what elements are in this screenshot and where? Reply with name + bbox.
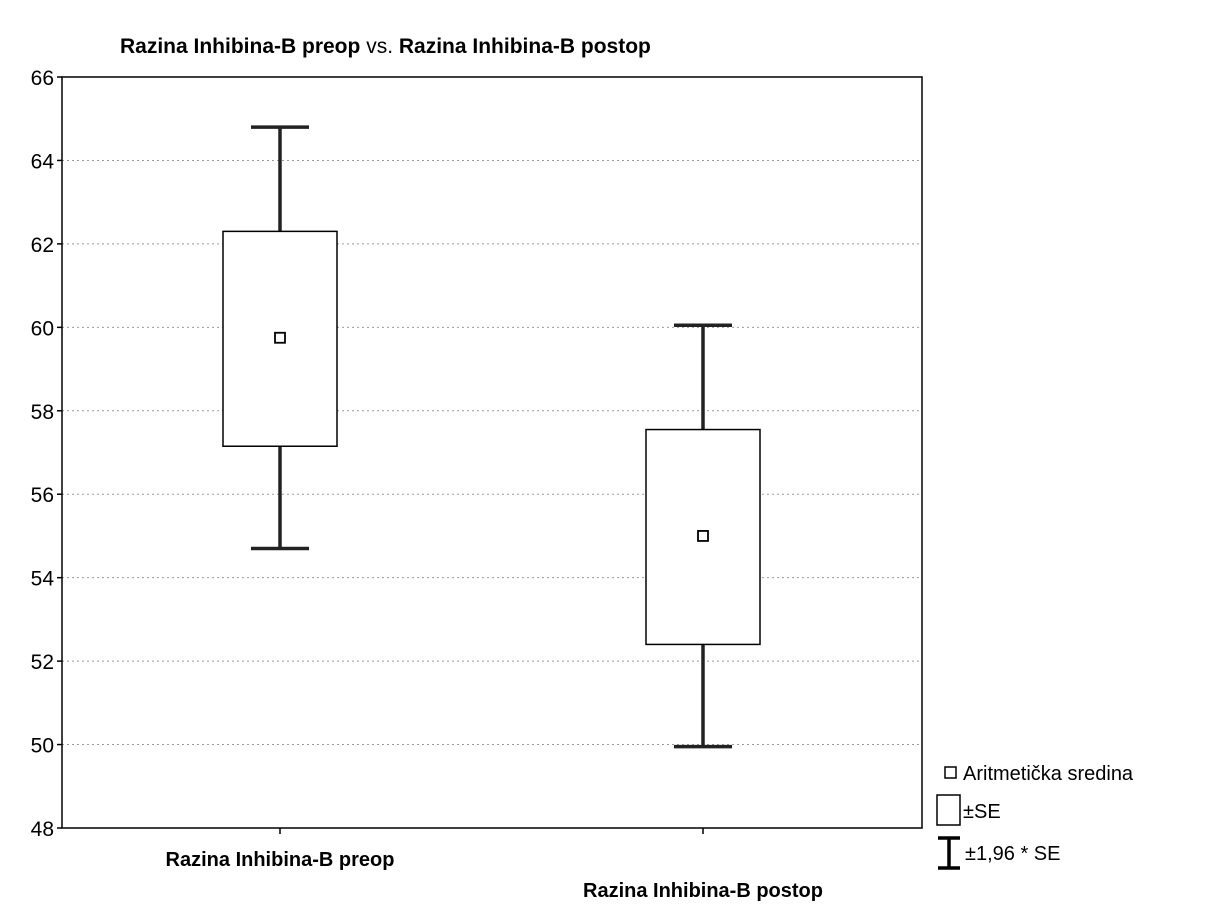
legend-se-icon <box>936 794 961 826</box>
y-tick-label: 48 <box>31 818 54 841</box>
y-tick-label: 64 <box>31 150 55 173</box>
box-preop <box>222 125 338 551</box>
title-connector: vs. <box>366 35 393 58</box>
y-tick-label: 62 <box>31 234 54 257</box>
y-tick-label: 66 <box>31 67 54 90</box>
y-axis: 48 50 52 54 56 58 60 62 64 66 <box>31 67 62 841</box>
x-axis: Razina Inhibina-B preop Razina Inhibina-B… <box>166 828 823 902</box>
legend-ci-label: ±1,96 * SE <box>965 843 1060 865</box>
plot-frame <box>61 76 923 829</box>
plot-area <box>222 125 761 749</box>
y-tick-label: 52 <box>31 651 54 674</box>
box-postop <box>645 323 761 749</box>
grid <box>62 159 922 746</box>
y-tick-label: 58 <box>31 401 54 424</box>
legend: Aritmetička sredina ±SE ±1,96 * SE <box>936 763 1134 870</box>
mean-marker <box>274 331 286 344</box>
y-tick-label: 50 <box>31 735 54 758</box>
legend-mean-icon <box>944 766 957 779</box>
chart-title: Razina Inhibina-B preop vs. Razina Inhib… <box>120 35 651 58</box>
x-category-label: Razina Inhibina-B postop <box>583 880 823 902</box>
legend-ci-icon <box>938 836 960 870</box>
title-part1: Razina Inhibina-B preop <box>120 35 360 58</box>
title-part2: Razina Inhibina-B postop <box>399 35 651 58</box>
y-tick-label: 56 <box>31 484 54 507</box>
y-tick-label: 54 <box>31 568 55 591</box>
x-category-label: Razina Inhibina-B preop <box>166 849 395 871</box>
y-tick-label: 60 <box>31 317 54 340</box>
legend-se-label: ±SE <box>963 801 1001 823</box>
legend-mean-label: Aritmetička sredina <box>963 763 1134 785</box>
mean-marker <box>697 530 709 542</box>
